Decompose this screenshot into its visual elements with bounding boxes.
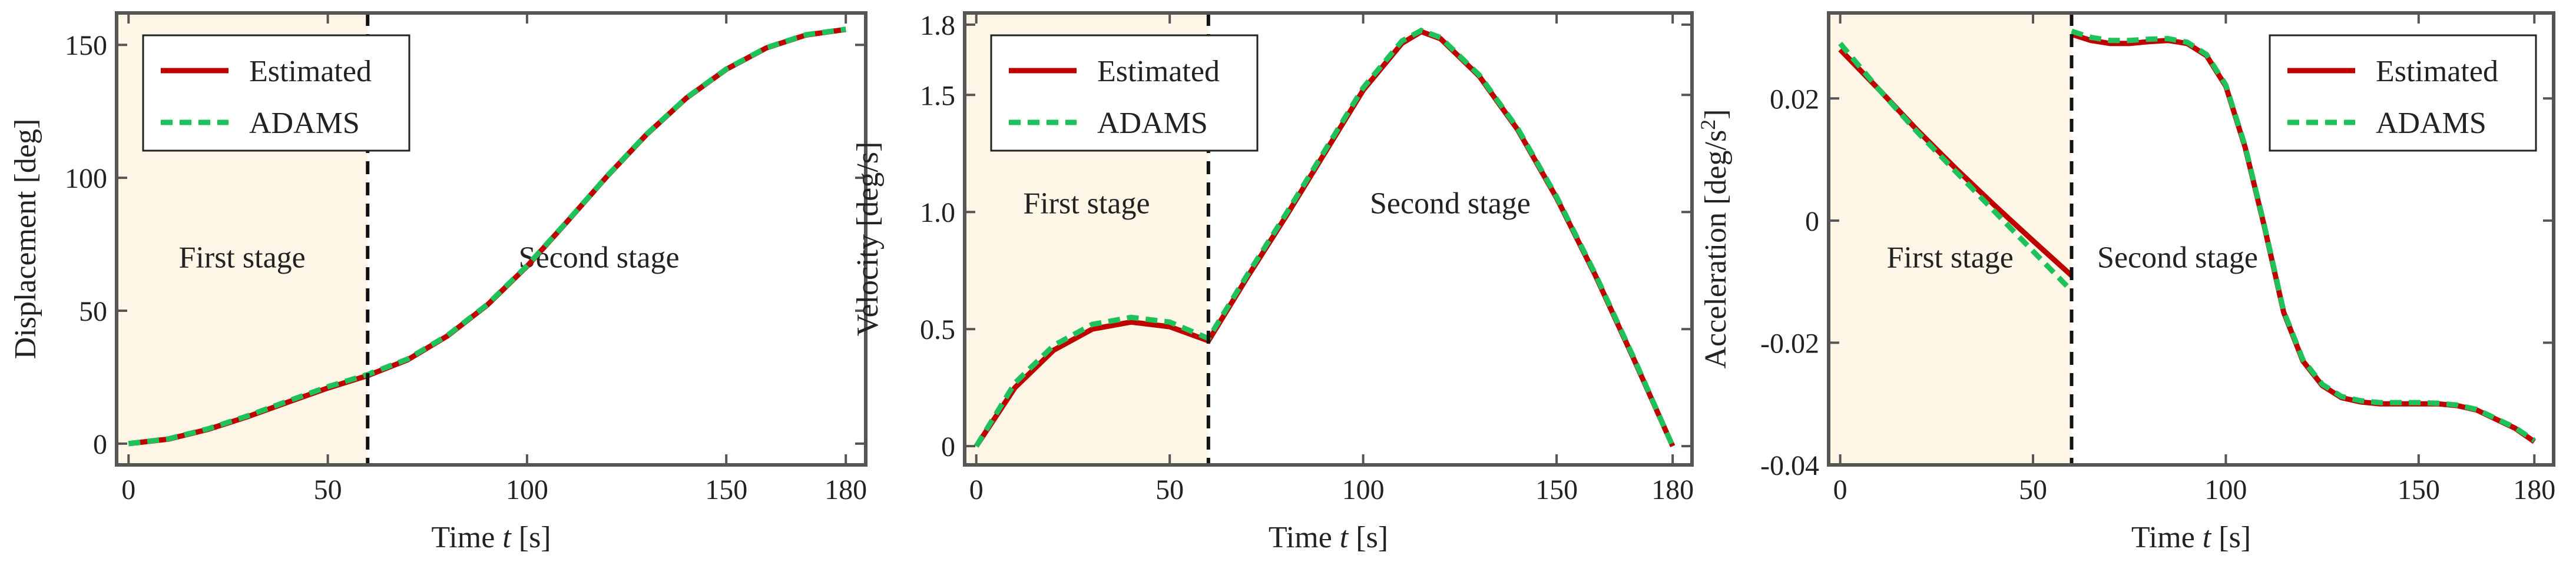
plot-frame xyxy=(1827,11,2555,467)
x-tick-label: 150 xyxy=(705,474,747,506)
legend-estimated-label: Estimated xyxy=(249,55,372,88)
x-tick-label: 0 xyxy=(121,474,135,506)
x-tick-label: 100 xyxy=(2204,474,2247,506)
x-tick-label: 150 xyxy=(2398,474,2440,506)
first-stage-label: First stage xyxy=(1887,241,2014,275)
x-tick-label: 0 xyxy=(969,474,984,506)
adams-series-line xyxy=(1838,28,2536,443)
legend: Estimated ADAMS xyxy=(142,34,410,152)
x-tick-label: 150 xyxy=(1535,474,1578,506)
x-tick-label: 100 xyxy=(1342,474,1385,506)
x-tick-label: 50 xyxy=(2019,474,2047,506)
legend-box xyxy=(990,34,1259,152)
x-tick-label: 50 xyxy=(314,474,342,506)
legend-adams-label: ADAMS xyxy=(2376,107,2486,140)
y-tick-label: 50 xyxy=(79,296,107,327)
y-axis-label: Displacement [deg] xyxy=(9,119,42,360)
adams-series-line xyxy=(128,26,846,447)
x-axis-label: Time t [s] xyxy=(431,521,551,554)
y-tick-label: 1.5 xyxy=(920,80,955,111)
legend-estimated-label: Estimated xyxy=(2376,55,2498,88)
legend: Estimated ADAMS xyxy=(2269,34,2537,152)
second-stage-label: Second stage xyxy=(2097,241,2258,275)
x-tick-label: 180 xyxy=(1651,474,1694,506)
y-tick-label: 0.5 xyxy=(920,314,955,345)
legend: Estimated ADAMS xyxy=(990,34,1259,152)
y-tick-label: 0 xyxy=(93,429,107,460)
x-tick-label: 100 xyxy=(506,474,548,506)
legend-box xyxy=(142,34,410,152)
chart-panel-2: First stage Second stage 0 50 100 150 180 0 0.5 1… xyxy=(851,10,1694,554)
x-tick-label: 180 xyxy=(2513,474,2555,506)
second-stage-label: Second stage xyxy=(1370,187,1531,221)
first-stage-label: First stage xyxy=(179,241,306,275)
x-tick-label: 50 xyxy=(1155,474,1184,506)
y-axis-label: Velocity [deg/s] xyxy=(851,142,885,337)
x-axis-label: Time t [s] xyxy=(2131,521,2251,554)
y-tick-label: 100 xyxy=(65,163,107,194)
adams-series-line xyxy=(974,27,1676,448)
plot-frame xyxy=(115,11,868,467)
first-stage-region xyxy=(1829,13,2072,465)
y-tick-label: 1.8 xyxy=(920,10,955,41)
first-stage-label: First stage xyxy=(1023,187,1150,221)
y-tick-label: -0.02 xyxy=(1760,328,1819,359)
chart-panel-3: First stage Second stage 0 50 100 150 180 0.02 0… xyxy=(1696,11,2555,554)
y-tick-label: 1.0 xyxy=(920,197,955,228)
y-tick-label: 0 xyxy=(1805,206,1819,237)
y-axis-label: Acceleration [deg/s2] xyxy=(1696,109,1733,368)
x-axis-label: Time t [s] xyxy=(1269,521,1388,554)
plot-frame xyxy=(963,11,1694,467)
x-tick-label: 0 xyxy=(1833,474,1847,506)
legend-adams-label: ADAMS xyxy=(249,107,360,140)
legend-box xyxy=(2269,34,2537,152)
y-tick-label: 0 xyxy=(941,431,955,463)
y-tick-label: 0.02 xyxy=(1770,84,1819,115)
y-tick-label: -0.04 xyxy=(1760,450,1819,481)
legend-adams-label: ADAMS xyxy=(1097,107,1208,140)
x-tick-label: 180 xyxy=(825,474,867,506)
legend-estimated-label: Estimated xyxy=(1097,55,1220,88)
y-tick-label: 150 xyxy=(65,30,107,61)
